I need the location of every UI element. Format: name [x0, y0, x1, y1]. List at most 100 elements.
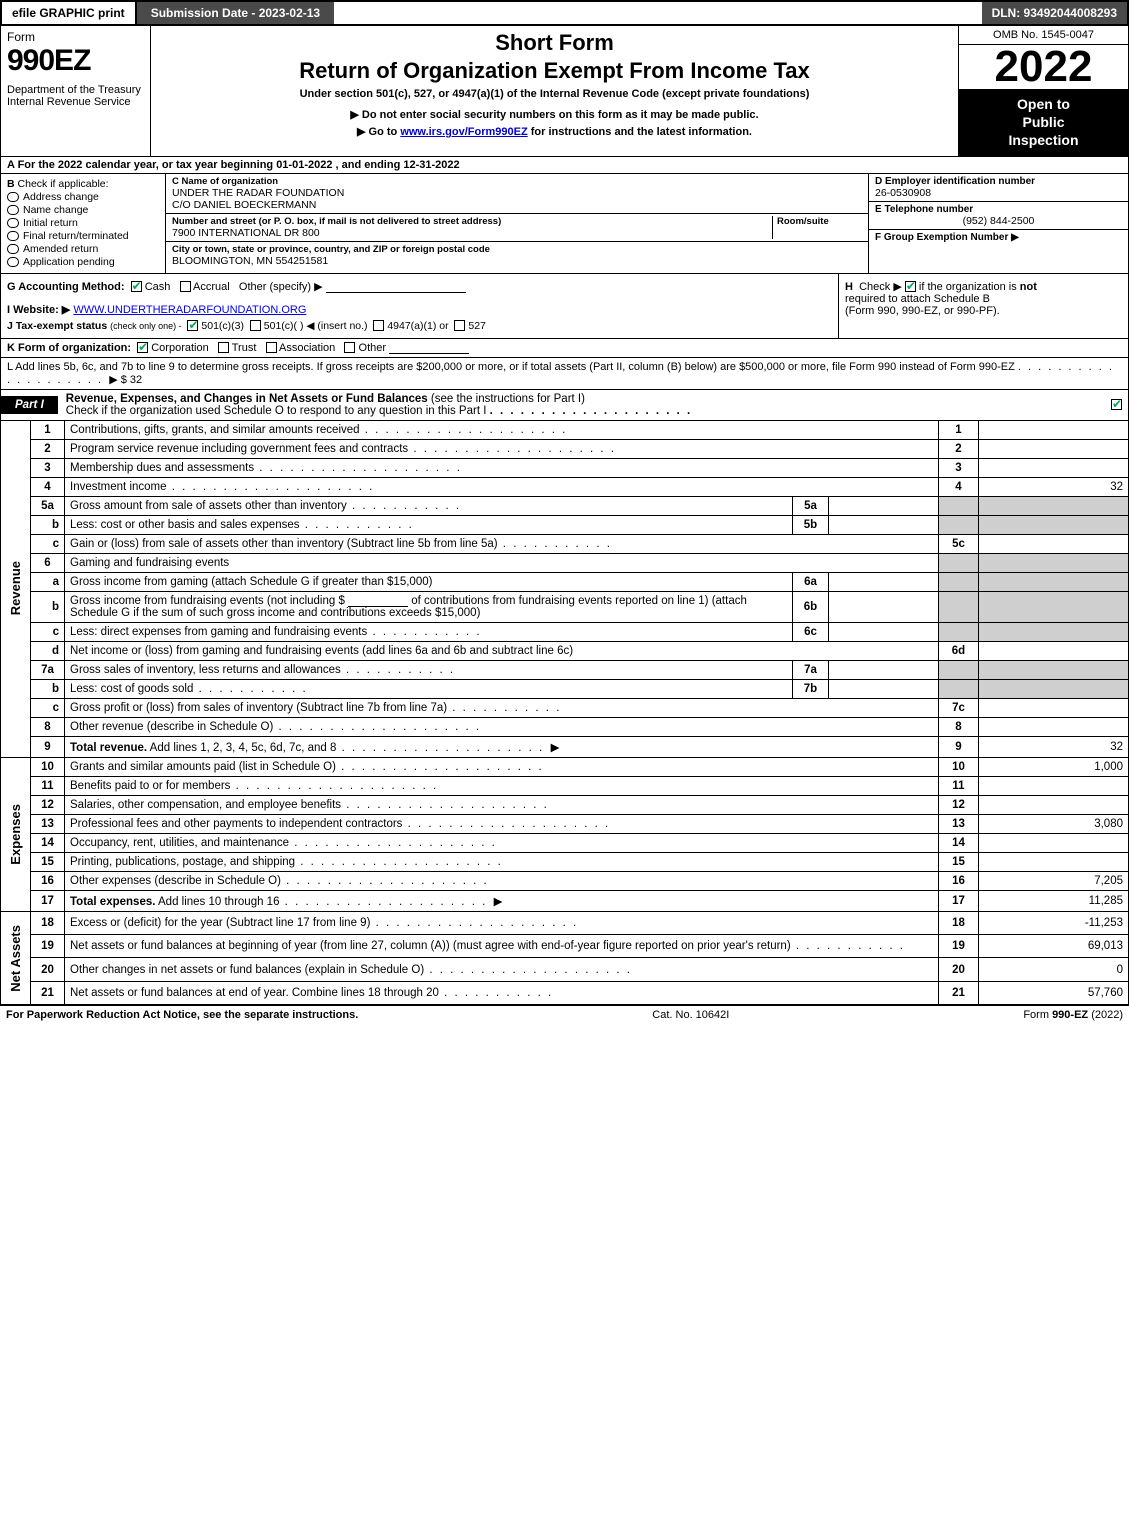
- line-val: [979, 795, 1129, 814]
- group-exemption-label: F Group Exemption Number ▶: [875, 232, 1122, 243]
- org-city-row: City or town, state or province, country…: [166, 242, 868, 269]
- chk-527[interactable]: [454, 320, 465, 331]
- revenue-side-label: Revenue: [1, 421, 31, 758]
- dept-line-2: Internal Revenue Service: [7, 96, 144, 108]
- line-num: 2: [31, 439, 65, 458]
- chk-accrual[interactable]: [180, 281, 191, 292]
- line-5c-row: c Gain or (loss) from sale of assets oth…: [1, 534, 1129, 553]
- chk-501c[interactable]: [250, 320, 261, 331]
- line-num: b: [31, 515, 65, 534]
- line-desc: Total revenue. Add lines 1, 2, 3, 4, 5c,…: [65, 736, 939, 757]
- line-num: 15: [31, 852, 65, 871]
- line-1-row: Revenue 1 Contributions, gifts, grants, …: [1, 421, 1129, 440]
- top-bar: efile GRAPHIC print Submission Date - 20…: [0, 0, 1129, 26]
- chk-501c3[interactable]: [187, 320, 198, 331]
- chk-address-change[interactable]: Address change: [7, 191, 159, 203]
- line-num: 17: [31, 890, 65, 911]
- chk-trust[interactable]: [218, 342, 229, 353]
- lines-table: Revenue 1 Contributions, gifts, grants, …: [0, 421, 1129, 1006]
- footer-left-text: For Paperwork Reduction Act Notice, see …: [6, 1009, 358, 1021]
- accounting-method-line: G Accounting Method: Cash Accrual Other …: [7, 280, 832, 293]
- part-1-inst: (see the instructions for Part I): [431, 393, 585, 405]
- row-l: L Add lines 5b, 6c, and 7b to line 9 to …: [0, 358, 1129, 390]
- line-4-row: 4 Investment income 4 32: [1, 477, 1129, 496]
- l-value: ▶ $ 32: [109, 374, 142, 386]
- open-line-1: Open to: [1017, 96, 1070, 112]
- chk-label: Application pending: [23, 256, 115, 268]
- line-val: [979, 591, 1129, 622]
- mini-val: [829, 515, 939, 534]
- chk-cash[interactable]: [131, 281, 142, 292]
- mini-num: 7a: [793, 660, 829, 679]
- line-val: [979, 679, 1129, 698]
- phone-row: E Telephone number (952) 844-2500: [869, 202, 1128, 230]
- line-6d-row: d Net income or (loss) from gaming and f…: [1, 641, 1129, 660]
- open-line-2: Public: [1022, 114, 1064, 130]
- chk-initial-return[interactable]: Initial return: [7, 217, 159, 229]
- line-desc: Other changes in net assets or fund bala…: [65, 958, 939, 981]
- line-12-row: 12 Salaries, other compensation, and emp…: [1, 795, 1129, 814]
- chk-final-return[interactable]: Final return/terminated: [7, 230, 159, 242]
- checkbox-icon: [7, 244, 19, 254]
- other-blank[interactable]: [326, 281, 466, 293]
- l6b-blank[interactable]: [348, 595, 408, 607]
- h-letter: H: [845, 281, 853, 293]
- line-5a-row: 5a Gross amount from sale of assets othe…: [1, 496, 1129, 515]
- chk-application-pending[interactable]: Application pending: [7, 256, 159, 268]
- part-1-tag: Part I: [1, 396, 58, 414]
- row-a-tax-year: A For the 2022 calendar year, or tax yea…: [0, 157, 1129, 174]
- section-bcdef: B Check if applicable: Address change Na…: [0, 174, 1129, 274]
- chk-4947[interactable]: [373, 320, 384, 331]
- irs-link[interactable]: www.irs.gov/Form990EZ: [400, 126, 527, 138]
- line-8-row: 8 Other revenue (describe in Schedule O)…: [1, 717, 1129, 736]
- website-link[interactable]: WWW.UNDERTHERADARFOUNDATION.ORG: [73, 304, 306, 316]
- line-val: [979, 515, 1129, 534]
- line-rnum: [939, 660, 979, 679]
- checkbox-icon: [7, 231, 19, 241]
- mini-val: [829, 572, 939, 591]
- line-desc: Less: cost or other basis and sales expe…: [65, 515, 793, 534]
- h-txt2: if the organization is: [919, 281, 1020, 293]
- netassets-side-label: Net Assets: [1, 911, 31, 1005]
- line-num: c: [31, 622, 65, 641]
- column-def: D Employer identification number 26-0530…: [868, 174, 1128, 273]
- line-10-row: Expenses 10 Grants and similar amounts p…: [1, 757, 1129, 776]
- mini-val: [829, 496, 939, 515]
- line-rnum: 12: [939, 795, 979, 814]
- footer-right-post: (2022): [1088, 1009, 1123, 1021]
- k-other-blank[interactable]: [389, 342, 469, 354]
- org-name-value: UNDER THE RADAR FOUNDATION: [172, 187, 862, 199]
- chk-schedule-o[interactable]: [1111, 399, 1122, 410]
- line-desc: Printing, publications, postage, and shi…: [65, 852, 939, 871]
- line-6a-row: a Gross income from gaming (attach Sched…: [1, 572, 1129, 591]
- efile-print-button[interactable]: efile GRAPHIC print: [2, 2, 137, 24]
- line-17-row: 17 Total expenses. Add lines 10 through …: [1, 890, 1129, 911]
- part-1-checkbox-wrap: [1111, 399, 1128, 411]
- chk-association[interactable]: [266, 342, 277, 353]
- goto-suffix: for instructions and the latest informat…: [528, 126, 752, 138]
- chk-amended-return[interactable]: Amended return: [7, 243, 159, 255]
- line-desc: Gross sales of inventory, less returns a…: [65, 660, 793, 679]
- line-rnum: [939, 496, 979, 515]
- line-val: [979, 660, 1129, 679]
- j2-label: 501(c)( ) ◀ (insert no.): [264, 320, 368, 332]
- line-desc: Grants and similar amounts paid (list in…: [65, 757, 939, 776]
- line-rnum: [939, 515, 979, 534]
- expenses-label: Expenses: [6, 794, 25, 875]
- chk-corporation[interactable]: [137, 342, 148, 353]
- other-label: Other (specify) ▶: [239, 281, 323, 293]
- chk-schedule-b[interactable]: [905, 281, 916, 292]
- chk-other-org[interactable]: [344, 342, 355, 353]
- line-desc: Gross amount from sale of assets other t…: [65, 496, 793, 515]
- line-val: [979, 458, 1129, 477]
- line-rnum: 2: [939, 439, 979, 458]
- chk-name-change[interactable]: Name change: [7, 204, 159, 216]
- chk-label: Initial return: [23, 217, 78, 229]
- line-num: 19: [31, 934, 65, 957]
- org-addr-label: Number and street (or P. O. box, if mail…: [172, 216, 772, 227]
- line-val: 32: [979, 477, 1129, 496]
- line-rnum: 15: [939, 852, 979, 871]
- dln-label: DLN: 93492044008293: [982, 2, 1127, 24]
- chk-label: Address change: [23, 191, 99, 203]
- l9-text: Add lines 1, 2, 3, 4, 5c, 6d, 7c, and 8: [147, 742, 544, 754]
